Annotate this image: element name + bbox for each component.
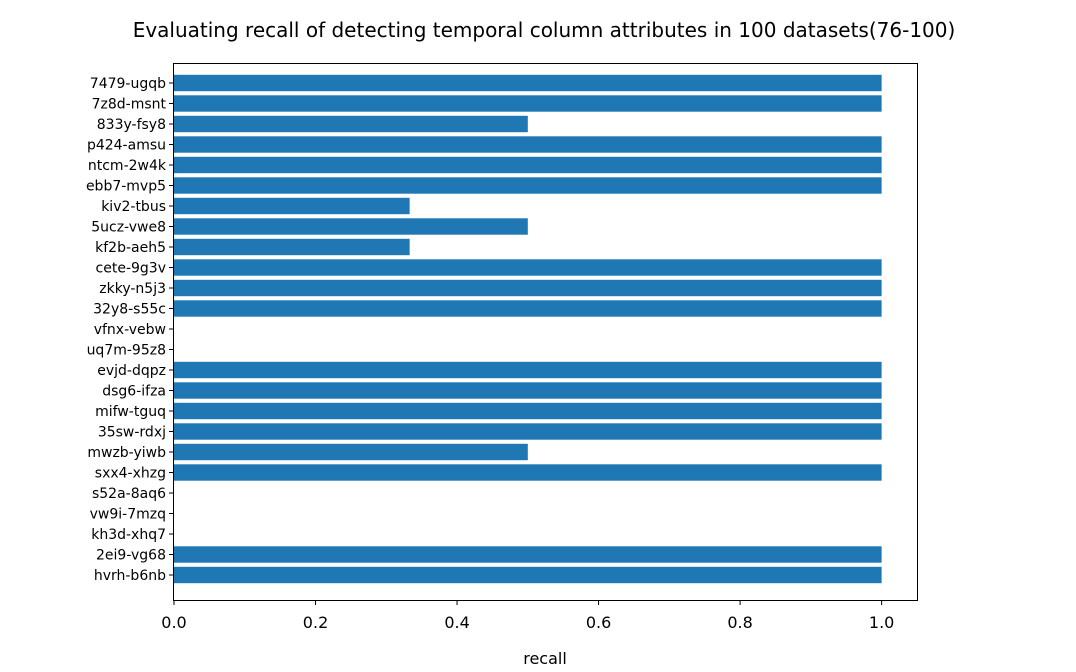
y-tick-label: cete-9g3v — [96, 261, 166, 277]
y-tick-label: kh3d-xhq7 — [91, 527, 166, 543]
bar-evjd-dqpz — [174, 361, 882, 379]
y-tick-label: 32y8-s55c — [93, 302, 166, 318]
bar-hvrh-b6nb — [174, 566, 882, 584]
bar-cete-9g3v — [174, 259, 882, 276]
y-tick-label: p424-amsu — [87, 138, 166, 154]
y-tick-label: mwzb-yiwb — [87, 445, 166, 461]
y-tick-label: s52a-8aq6 — [92, 486, 166, 502]
y-tick-label: ntcm-2w4k — [88, 158, 167, 174]
bar-sxx4-xhzg — [174, 464, 882, 481]
y-axis: 7479-ugqb 7z8d-msnt 833y-fsy8 p424-amsu ntcm… — [86, 76, 174, 584]
y-tick-label: 5ucz-vwe8 — [91, 220, 166, 236]
bar-mifw-tguq — [174, 402, 882, 420]
bar-p424-amsu — [174, 136, 882, 153]
bar-5ucz-vwe8 — [174, 218, 528, 235]
x-tick-label: 0.0 — [161, 613, 186, 632]
y-tick-label: hvrh-b6nb — [94, 568, 166, 584]
x-tick-label: 0.2 — [303, 613, 328, 632]
y-tick-label: 7z8d-msnt — [92, 97, 167, 113]
bars-layer — [174, 74, 882, 584]
y-tick-label: uq7m-95z8 — [87, 343, 166, 359]
bar-833y-fsy8 — [174, 115, 528, 133]
y-tick-label: kf2b-aeh5 — [95, 240, 166, 256]
plot-frame — [173, 63, 918, 601]
y-tick-label: 7479-ugqb — [90, 76, 166, 92]
x-tick-label: 1.0 — [869, 613, 894, 632]
x-tick-label: 0.4 — [444, 613, 469, 632]
bar-32y8-s55c — [174, 300, 882, 317]
y-tick-label: mifw-tguq — [95, 404, 166, 420]
y-tick-label: vw9i-7mzq — [90, 507, 166, 523]
bar-ntcm-2w4k — [174, 156, 882, 174]
y-tick-label: 35sw-rdxj — [98, 425, 166, 441]
x-axis-label: recall — [523, 649, 567, 668]
x-tick-label: 0.8 — [727, 613, 752, 632]
bar-7479-ugqb — [174, 74, 882, 92]
chart-title: Evaluating recall of detecting temporal … — [133, 18, 956, 42]
bar-ebb7-mvp5 — [174, 177, 882, 194]
bar-2ei9-vg68 — [174, 546, 882, 563]
y-tick-label: 833y-fsy8 — [97, 117, 166, 133]
y-tick-label: ebb7-mvp5 — [86, 179, 166, 195]
y-tick-label: zkky-n5j3 — [99, 281, 166, 297]
bar-mwzb-yiwb — [174, 443, 528, 461]
y-tick-label: dsg6-ifza — [102, 384, 166, 400]
bar-35sw-rdxj — [174, 423, 882, 440]
bar-dsg6-ifza — [174, 382, 882, 399]
y-tick-label: vfnx-vebw — [94, 322, 166, 338]
y-tick-label: 2ei9-vg68 — [96, 548, 166, 564]
y-tick-label: sxx4-xhzg — [95, 466, 166, 482]
x-axis: 0.0 0.2 0.4 0.6 0.8 1.0 — [161, 600, 894, 632]
bar-7z8d-msnt — [174, 95, 882, 112]
bar-kiv2-tbus — [174, 197, 410, 215]
bar-kf2b-aeh5 — [174, 238, 410, 256]
y-tick-label: evjd-dqpz — [97, 363, 166, 379]
bar-zkky-n5j3 — [174, 279, 882, 297]
x-tick-label: 0.6 — [586, 613, 611, 632]
y-tick-label: kiv2-tbus — [101, 199, 166, 215]
